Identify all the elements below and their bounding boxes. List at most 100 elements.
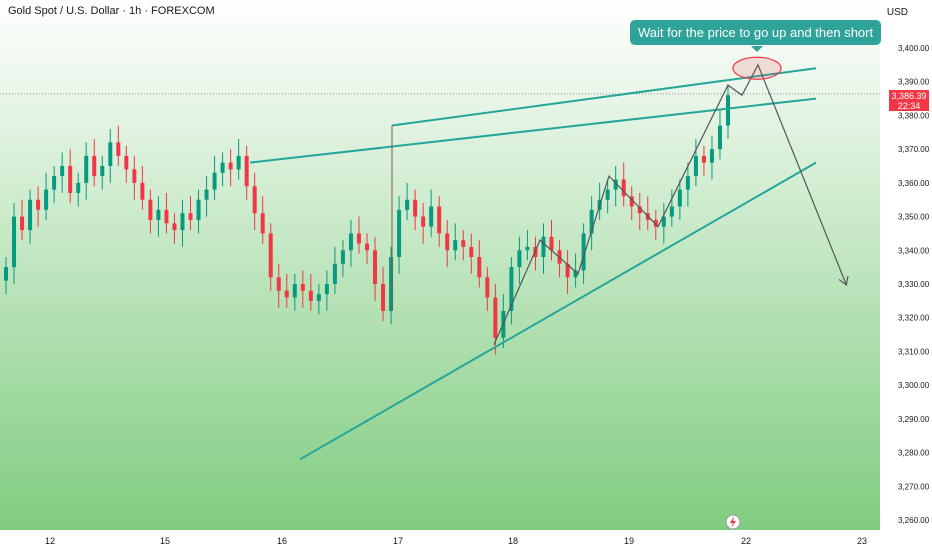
candle-body xyxy=(252,186,257,214)
candle-body xyxy=(669,206,674,217)
candle-body xyxy=(356,233,361,244)
candle-body xyxy=(709,149,714,163)
candle-body xyxy=(324,284,329,295)
candle-body xyxy=(76,182,81,193)
y-tick-label: 3,310.00 xyxy=(898,347,930,356)
candle-body xyxy=(717,125,722,150)
candle-body xyxy=(4,267,8,281)
candle-body xyxy=(365,243,369,251)
candle-body xyxy=(629,196,634,207)
candle-body xyxy=(613,179,618,190)
candle-body xyxy=(28,199,33,231)
projection-path[interactable] xyxy=(493,63,846,345)
candle-body xyxy=(68,166,73,193)
candle-body xyxy=(60,166,65,177)
y-tick-label: 3,290.00 xyxy=(898,415,930,424)
candle-body xyxy=(84,155,89,183)
candle-body xyxy=(453,240,458,251)
candle-body xyxy=(397,209,402,258)
candle-body xyxy=(340,250,345,264)
candle-body xyxy=(637,206,642,214)
candle-body xyxy=(348,233,353,251)
candle-body xyxy=(389,257,394,311)
y-tick-label: 3,330.00 xyxy=(898,280,930,289)
candle-body xyxy=(124,155,129,170)
candle-body xyxy=(140,182,145,200)
candle-body xyxy=(661,216,666,227)
y-tick-label: 3,270.00 xyxy=(898,482,930,491)
candle-body xyxy=(701,155,706,163)
candle-body xyxy=(573,270,578,278)
symbol-title: Gold Spot / U.S. Dollar · 1h · FOREXCOM xyxy=(8,5,215,17)
candle-body xyxy=(677,189,682,207)
countdown-timer: 22:34 xyxy=(897,101,921,111)
y-tick-label: 3,390.00 xyxy=(898,78,930,87)
last-price-value: 3,386.39 xyxy=(891,91,927,101)
candle-body xyxy=(172,223,177,231)
candle-body xyxy=(693,155,698,177)
y-tick-label: 3,340.00 xyxy=(898,246,930,255)
x-tick-label: 17 xyxy=(393,536,403,546)
candle-body xyxy=(180,213,185,231)
candle-body xyxy=(300,284,305,291)
candle-body xyxy=(228,162,233,170)
candle-body xyxy=(244,155,249,187)
callout-pointer xyxy=(751,46,763,52)
candle-body xyxy=(212,172,217,190)
x-tick-label: 12 xyxy=(45,536,55,546)
candle-body xyxy=(220,162,225,173)
candle-body xyxy=(525,246,530,251)
candle-body xyxy=(116,142,121,156)
candle-body xyxy=(108,142,113,166)
trendline[interactable] xyxy=(249,97,817,164)
candle-body xyxy=(605,189,610,200)
candle-body xyxy=(437,206,442,234)
candle-body xyxy=(188,213,193,220)
candle-body xyxy=(268,233,273,278)
candle-body xyxy=(653,219,658,227)
candle-body xyxy=(12,216,17,268)
trendline[interactable] xyxy=(299,161,817,461)
lightning-icon[interactable] xyxy=(725,514,741,530)
candle-body xyxy=(541,236,546,258)
candle-body xyxy=(509,267,514,311)
target-ellipse[interactable] xyxy=(732,56,782,80)
candle-body xyxy=(429,206,434,227)
x-tick-label: 22 xyxy=(741,536,751,546)
candle-body xyxy=(100,166,105,177)
candle-body xyxy=(485,277,490,298)
candle-body xyxy=(477,257,482,278)
candle-body xyxy=(52,176,57,190)
candle-body xyxy=(316,294,321,301)
candle-body xyxy=(132,169,137,183)
candle-body xyxy=(581,233,586,271)
candle-body xyxy=(284,290,289,298)
candle-body xyxy=(164,209,169,224)
candle-body xyxy=(445,233,450,251)
y-tick-label: 3,350.00 xyxy=(898,213,930,222)
candle-body xyxy=(308,290,313,301)
y-tick-label: 3,380.00 xyxy=(898,111,930,120)
candle-body xyxy=(413,199,418,217)
candle-body xyxy=(493,297,498,338)
candle-body xyxy=(204,189,209,200)
candle-body xyxy=(405,199,410,210)
currency-label[interactable]: USD xyxy=(886,7,908,18)
annotation-callout[interactable]: Wait for the price to go up and then sho… xyxy=(630,20,882,45)
candle-body xyxy=(20,216,25,231)
x-tick-label: 16 xyxy=(277,536,287,546)
y-tick-label: 3,360.00 xyxy=(898,179,930,188)
candle-body xyxy=(292,284,297,298)
candle-body xyxy=(332,263,337,284)
candle-body xyxy=(276,277,281,291)
candle-body xyxy=(549,236,554,251)
candle-body xyxy=(196,199,201,220)
candle-body xyxy=(44,189,49,210)
candle-body xyxy=(517,250,522,268)
chart-background xyxy=(0,0,880,530)
time-axis-panel xyxy=(0,530,880,550)
candle-body xyxy=(148,199,153,220)
candle-body xyxy=(621,179,626,197)
x-tick-label: 23 xyxy=(857,536,867,546)
